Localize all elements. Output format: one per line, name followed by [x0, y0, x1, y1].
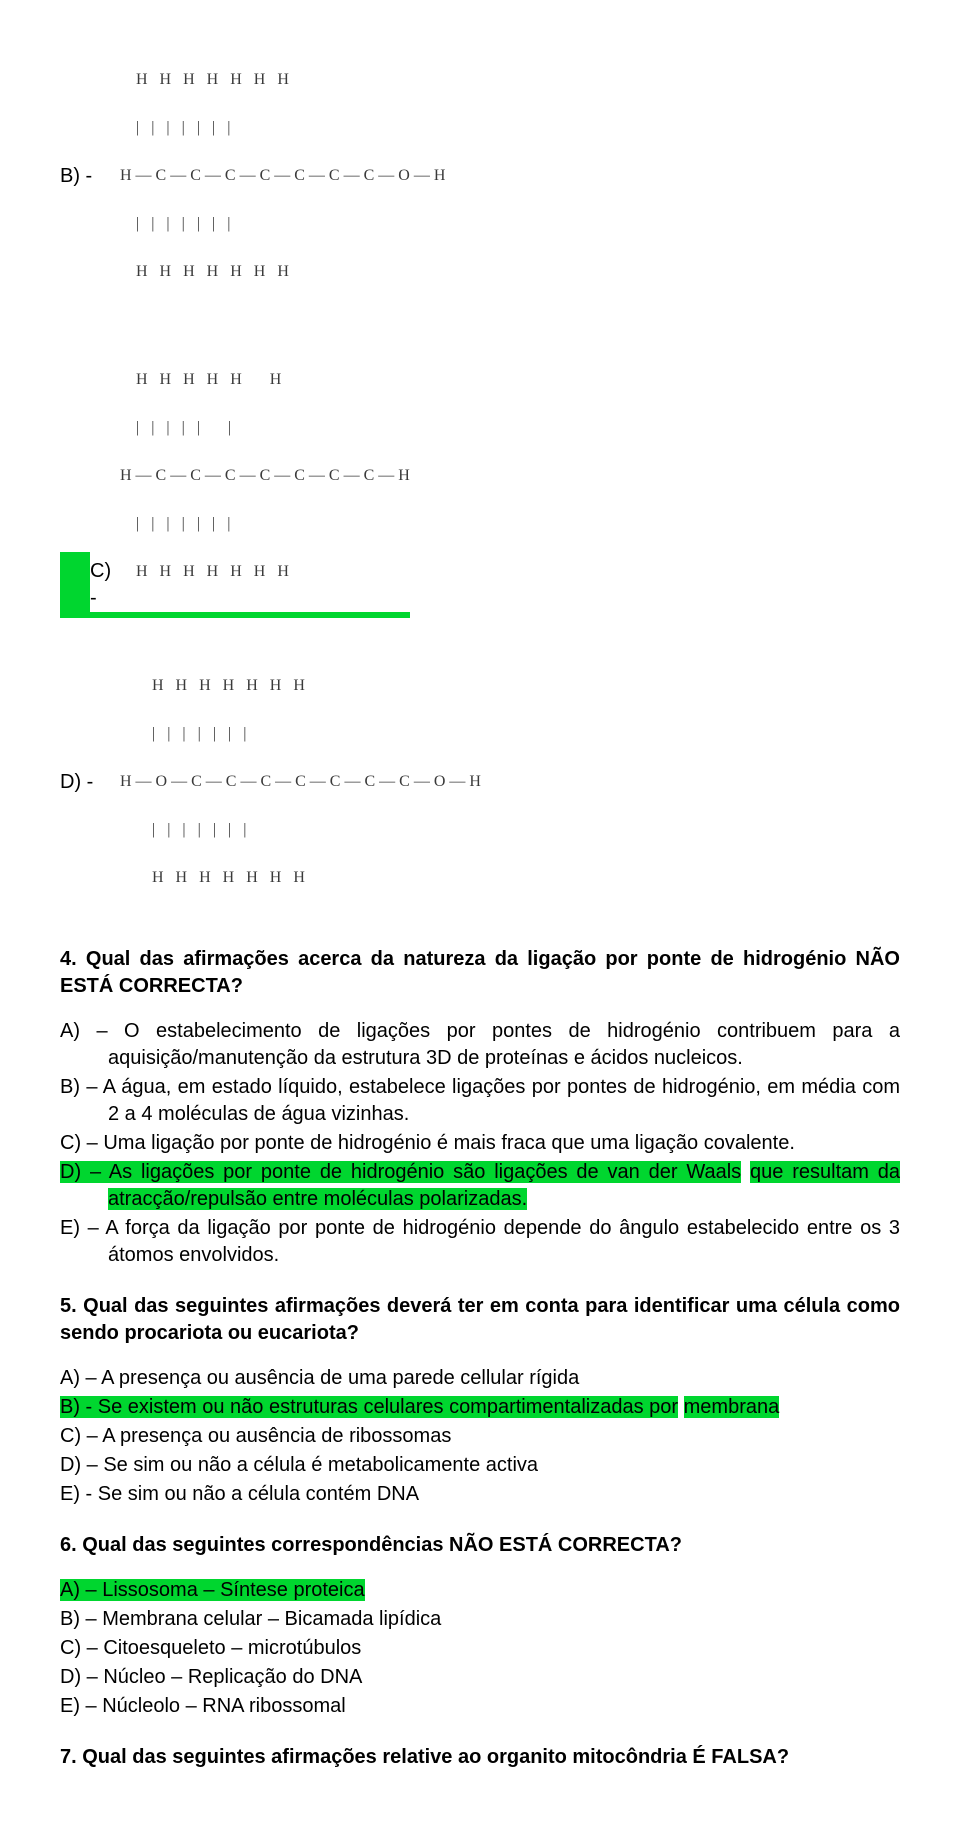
mol-b-l1: H H H H H H H — [120, 72, 445, 88]
q4-c: C) – Uma ligação por ponte de hidrogénio… — [60, 1130, 900, 1157]
mol-c-l3: H — C — C — C — C — C — C — C — H — [120, 468, 410, 484]
q5-b-line2: membrana — [684, 1396, 780, 1418]
mol-d-l2: | | | | | | | — [120, 726, 481, 742]
mol-c-l5: H H H H H H H — [120, 564, 410, 580]
q5-d: D) – Se sim ou não a célula é metabolica… — [60, 1452, 900, 1479]
q5-e: E) - Se sim ou não a célula contém DNA — [60, 1481, 900, 1508]
q6-e: E) – Núcleolo – RNA ribossomal — [60, 1693, 900, 1720]
option-d-row: D) - H H H H H H H | | | | | | | H — O —… — [60, 646, 900, 918]
mol-c-l2: | | | | | | — [120, 420, 410, 436]
mol-d-l5: H H H H H H H — [120, 870, 481, 886]
q6-c: C) – Citoesqueleto – microtúbulos — [60, 1635, 900, 1662]
mol-d-l1: H H H H H H H — [120, 678, 481, 694]
q6-a-hl: A) – Lissosoma – Síntese proteica — [60, 1579, 365, 1601]
mol-b-l5: H H H H H H H — [120, 264, 445, 280]
q4-b: B) – A água, em estado líquido, estabele… — [60, 1074, 900, 1128]
q5-answers: A) – A presença ou ausência de uma pared… — [60, 1365, 900, 1508]
mol-d-l4: | | | | | | | — [120, 822, 481, 838]
molecule-c: H H H H H H | | | | | | H — C — C — C — … — [120, 340, 410, 612]
mol-c-l4: | | | | | | | — [120, 516, 410, 532]
q7-title: 7. Qual das seguintes afirmações relativ… — [60, 1744, 900, 1771]
q5-a: A) – A presença ou ausência de uma pared… — [60, 1365, 900, 1392]
molecule-b: H H H H H H H | | | | | | | H — C — C — … — [120, 40, 445, 312]
q4-title: 4. Qual das afirmações acerca da naturez… — [60, 946, 900, 1000]
option-b-label: B) - — [60, 163, 120, 190]
q6-d: D) – Núcleo – Replicação do DNA — [60, 1664, 900, 1691]
q4-d: D) – As ligações por ponte de hidrogénio… — [60, 1159, 900, 1213]
molecule-d: H H H H H H H | | | | | | | H — O — C — … — [120, 646, 481, 918]
q4-e: E) – A força da ligação por ponte de hid… — [60, 1215, 900, 1269]
q4-answers: A) – O estabelecimento de ligações por p… — [60, 1018, 900, 1269]
q5-b: B) - Se existem ou não estruturas celula… — [60, 1394, 900, 1421]
q5-c: C) – A presença ou ausência de ribossoma… — [60, 1423, 900, 1450]
mol-b-l4: | | | | | | | — [120, 216, 445, 232]
q4-a: A) – O estabelecimento de ligações por p… — [60, 1018, 900, 1072]
option-b-row: B) - H H H H H H H | | | | | | | H — C —… — [60, 40, 900, 312]
q6-answers: A) – Lissosoma – Síntese proteica B) – M… — [60, 1577, 900, 1720]
mol-b-l3: H — C — C — C — C — C — C — C — O — H — [120, 168, 445, 184]
option-c-highlight-block — [60, 552, 90, 618]
q6-b: B) – Membrana celular – Bicamada lipídic… — [60, 1606, 900, 1633]
mol-d-l3: H — O — C — C — C — C — C — C — C — O — … — [120, 774, 481, 790]
q4-d-line1: D) – As ligações por ponte de hidrogénio… — [60, 1161, 741, 1183]
q6-title: 6. Qual das seguintes correspondências N… — [60, 1532, 900, 1559]
q6-a: A) – Lissosoma – Síntese proteica — [60, 1577, 900, 1604]
mol-c-l1: H H H H H H — [120, 372, 410, 388]
q5-title: 5. Qual das seguintes afirmações deverá … — [60, 1293, 900, 1347]
option-c-row: C) - H H H H H H | | | | | | H — C — C —… — [60, 340, 900, 618]
mol-b-l2: | | | | | | | — [120, 120, 445, 136]
option-d-label: D) - — [60, 769, 120, 796]
q5-b-line1: B) - Se existem ou não estruturas celula… — [60, 1396, 678, 1418]
option-c-label: C) - — [90, 558, 120, 612]
